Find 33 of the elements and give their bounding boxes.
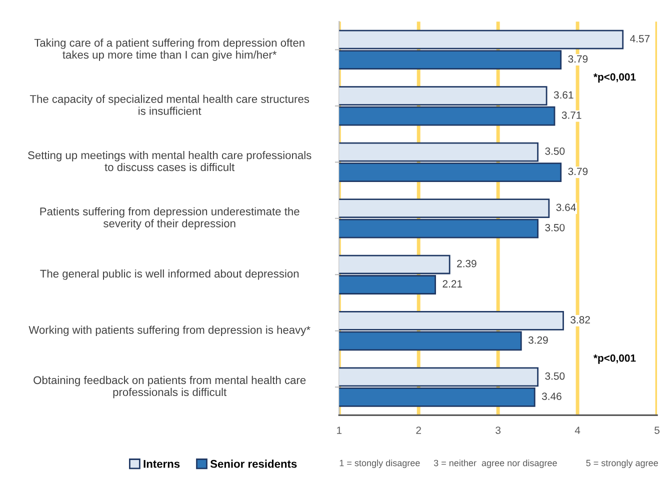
annotation: *p<0,001 (593, 354, 636, 364)
text: 5 = strongly agree (586, 460, 658, 468)
data-label: 3.79 (568, 168, 588, 176)
legend-label: Interns (144, 460, 180, 468)
text: 3 = neither agree nor disagree (434, 460, 557, 468)
y-tick-label: Working with patients suffering from depression is heavy* (28, 326, 310, 336)
data-label: 3.71 (562, 111, 582, 119)
data-label: 3.61 (554, 91, 574, 99)
x-tick-label: 5 (654, 426, 660, 434)
data-label: 3.82 (570, 316, 590, 324)
y-tick-label: The general public is well informed about depression (40, 269, 299, 280)
data-label: 3.50 (545, 224, 565, 232)
data-label: 3.29 (528, 336, 548, 344)
data-label: 3.50 (545, 147, 565, 155)
data-label: 3.50 (545, 372, 565, 380)
data-label: 3.64 (556, 204, 576, 212)
y-tick-label: Patients suffering from depression underestimate the severity of their depression (40, 207, 300, 230)
y-tick-label: Taking care of a patient suffering from depression often takes up more time than I can give him/her* (34, 38, 304, 61)
annotation: *p<0,001 (593, 73, 636, 83)
data-label: 2.39 (457, 260, 476, 268)
x-tick-label: 1 (337, 426, 342, 434)
legend-label: Senior residents (210, 460, 297, 468)
data-label: 3.79 (568, 55, 588, 63)
y-tick-label: Obtaining feedback on patients from mental health care professionals is difficult (34, 376, 306, 398)
y-tick-label: Setting up meetings with mental health care professionals to discuss cases is difficult (28, 151, 312, 172)
x-tick-label: 4 (574, 426, 580, 434)
text: 1 = stongly disagree (340, 460, 420, 468)
data-label: 4.57 (630, 35, 650, 42)
y-tick-label: The capacity of specialized mental health care structures is insufficient (30, 94, 310, 115)
x-tick-label: 2 (416, 426, 421, 434)
data-label: 3.46 (542, 392, 562, 400)
x-tick-label: 3 (496, 426, 501, 434)
data-label: 2.21 (442, 280, 462, 288)
